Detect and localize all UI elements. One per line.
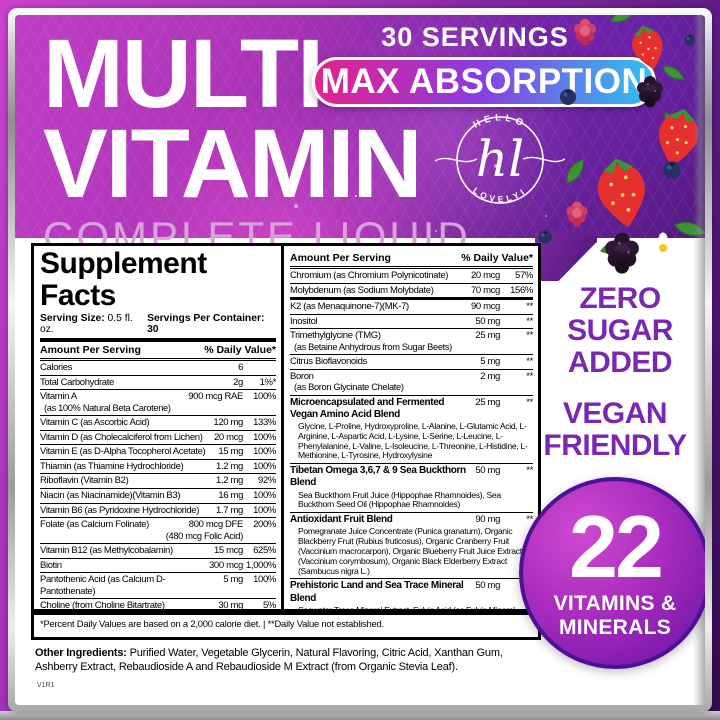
fact-row: Chromium (as Chromium Polynicotinate) 20… [290, 269, 533, 284]
logo-monogram: hl [476, 130, 524, 188]
label-body: MULTI VITAMIN COMPLETE LIQUID 30 SERVING… [15, 15, 705, 705]
version-code: V1R1 [37, 682, 55, 689]
leaf-icon [561, 155, 589, 187]
strawberry-icon [592, 154, 652, 232]
fact-row: Thiamin (as Thiamine Hydrochloride) 1.2 … [40, 460, 276, 475]
fact-row: Choline (from Choline Bitartrate) 30 mg … [40, 599, 276, 609]
fact-row: Antioxidant Fruit Blend 90 mg ** Pomegra… [290, 513, 533, 580]
fact-row: Prehistoric Land and Sea Trace Mineral B… [290, 580, 515, 609]
supplement-facts-panel: Supplement Facts Serving Size: 0.5 fl. o… [31, 243, 541, 640]
left-column-header: Amount Per Serving % Daily Value* [40, 342, 276, 361]
fact-row: Vitamin E (as D-Alpha Tocopherol Acetate… [40, 445, 276, 460]
brand-logo: HELLO LOVELYI hl [435, 113, 565, 204]
header-band [15, 15, 705, 238]
fact-row: Pantothenic Acid (as Calcium D-Pantothen… [40, 573, 276, 600]
label-bottom-shadow [0, 711, 720, 720]
facts-right-column: Amount Per Serving % Daily Value* Chromi… [284, 246, 538, 609]
servings-badge: 30 SERVINGS [381, 22, 569, 52]
servings-per-container: Servings Per Container: 30 [147, 313, 265, 335]
blackberry-icon [637, 76, 663, 108]
flower-icon [646, 232, 680, 264]
vitamins-count-badge: 22 VITAMINS & MINERALS [519, 477, 705, 669]
title-line-2: VITAMIN [43, 109, 423, 219]
blueberry-icon [537, 229, 553, 245]
blueberry-icon [662, 160, 682, 180]
fact-row: Niacin (as Niacinamide)(Vitamin B3) 16 m… [40, 489, 276, 504]
raspberry-icon [566, 201, 588, 227]
logo-swash-line [435, 156, 565, 163]
fact-row: Molybdenum (as Sodium Molybdate) 70 mcg … [290, 284, 533, 301]
fact-row: Vitamin C (as Ascorbic Acid) 120 mg 133% [40, 416, 276, 431]
fact-row: Calories 6 [40, 361, 276, 376]
raspberry-icon [573, 18, 597, 46]
serving-size: Serving Size: 0.5 fl. oz. [40, 313, 133, 335]
facts-title: Supplement Facts [40, 247, 207, 312]
right-rows: Chromium (as Chromium Polynicotinate) 20… [290, 269, 533, 609]
fact-row: Citrus Bioflavonoids 5 mg ** [290, 355, 533, 370]
strawberry-icon [627, 21, 669, 74]
vitamins-count-label: VITAMINS & MINERALS [553, 592, 677, 639]
max-absorption-label: MAX ABSORPTION [320, 62, 648, 101]
fact-row: Trimethylglycine (TMG) 25 mg ** (as Beta… [290, 329, 533, 356]
fact-row: Vitamin B12 (as Methylcobalamin) 15 mcg … [40, 544, 276, 559]
title-line-1: MULTI [43, 19, 324, 128]
label-silver-frame: MULTI VITAMIN COMPLETE LIQUID 30 SERVING… [8, 8, 712, 712]
fact-row: Vitamin D (as Cholecalciferol from Liche… [40, 431, 276, 446]
fact-row: Riboflavin (Vitamin B2) 1.2 mg 92% [40, 474, 276, 489]
left-rows: Calories 6 Total Carbohydrate 2g 1%* [40, 361, 276, 609]
blueberry-icon [559, 88, 577, 106]
zero-sugar-claim: ZERO SUGAR ADDED [567, 282, 673, 380]
fact-row: Biotin 300 mcg 1,000% [40, 559, 276, 574]
serving-info-row: Serving Size: 0.5 fl. oz. Servings Per C… [40, 313, 276, 342]
leaf-icon [660, 62, 687, 84]
fact-row: Vitamin B6 (as Pyridoxine Hydrochloride)… [40, 504, 276, 519]
right-column-header: Amount Per Serving % Daily Value* [290, 250, 533, 269]
blackberry-icon [605, 232, 639, 274]
fact-row: K2 (as Menaquinone-7)(MK-7) 90 mcg ** [290, 300, 533, 315]
fact-row: Tibetan Omega 3,6,7 & 9 Sea Buckthorn Bl… [290, 464, 533, 514]
fact-row: Inositol 50 mg ** [290, 315, 533, 330]
fact-row: Vitamin A 900 mcg RAE 100% (as 100% Natu… [40, 390, 276, 417]
fact-row: Boron 2 mg ** (as Boron Glycinate Chelat… [290, 370, 533, 396]
max-absorption-badge: MAX ABSORPTION [312, 57, 656, 107]
facts-footnote: *Percent Daily Values are based on a 2,0… [34, 609, 538, 632]
facts-columns: Supplement Facts Serving Size: 0.5 fl. o… [34, 246, 538, 609]
vitamins-count-number: 22 [569, 496, 664, 596]
other-ingredients: Other Ingredients: Purified Water, Veget… [35, 647, 503, 673]
vegan-claim: VEGAN FRIENDLY [543, 397, 687, 463]
fact-row: Microencapsulated and Fermented Vegan Am… [290, 396, 533, 465]
leaf-icon [608, 15, 638, 27]
facts-left-column: Supplement Facts Serving Size: 0.5 fl. o… [34, 246, 284, 609]
product-title: MULTI VITAMIN COMPLETE LIQUID [43, 19, 471, 261]
fact-row: Folate (as Calcium Folinate) 800 mcg DFE… [40, 518, 276, 545]
fact-row: Total Carbohydrate 2g 1%* [40, 376, 276, 391]
berries-illustration [537, 15, 705, 274]
